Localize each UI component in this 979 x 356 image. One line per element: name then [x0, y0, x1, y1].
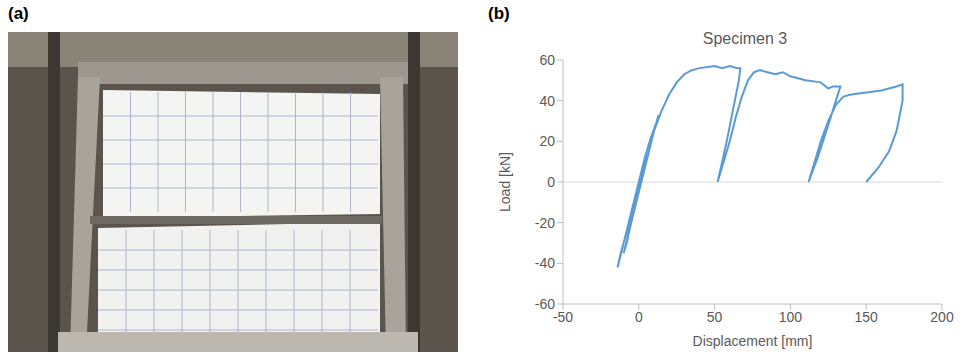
svg-text:Load [kN]: Load [kN] — [497, 152, 513, 212]
svg-text:20: 20 — [539, 133, 555, 149]
svg-text:150: 150 — [855, 309, 879, 325]
svg-text:Displacement [mm]: Displacement [mm] — [693, 333, 813, 349]
svg-text:-60: -60 — [535, 296, 555, 312]
html-text:Specimen 3: Specimen 3 — [702, 30, 788, 47]
svg-text:0: 0 — [635, 309, 643, 325]
svg-text:-40: -40 — [535, 255, 555, 271]
svg-text:60: 60 — [539, 52, 555, 68]
svg-text:-50: -50 — [553, 309, 573, 325]
svg-text:-20: -20 — [535, 215, 555, 231]
svg-text:200: 200 — [930, 309, 954, 325]
svg-text:0: 0 — [547, 174, 555, 190]
svg-text:40: 40 — [539, 93, 555, 109]
svg-text:100: 100 — [779, 309, 803, 325]
html-text:(b): (b) — [488, 4, 510, 23]
html-text:(a): (a) — [8, 4, 29, 23]
svg-text:50: 50 — [707, 309, 723, 325]
